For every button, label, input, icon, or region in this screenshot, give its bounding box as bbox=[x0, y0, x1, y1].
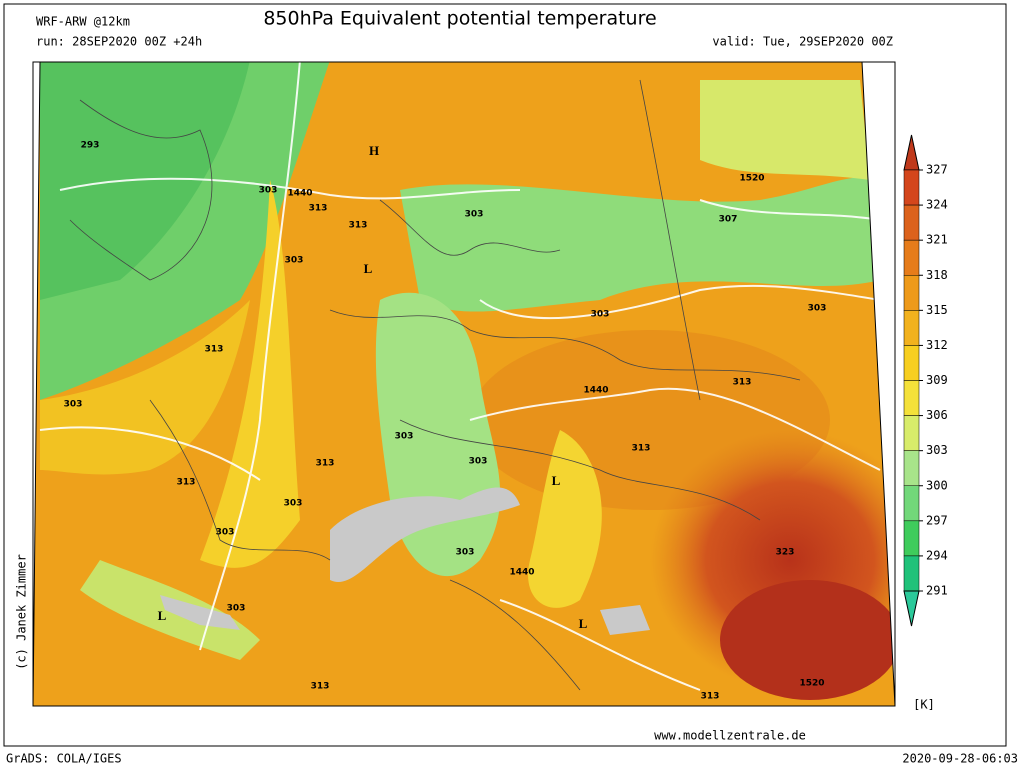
colorbar-label: 300 bbox=[926, 478, 948, 492]
colorbar-band bbox=[903, 239, 920, 276]
colorbar-band bbox=[903, 275, 920, 311]
map-label: 1520 bbox=[739, 174, 764, 184]
map-frame bbox=[32, 61, 896, 707]
site: www.modellzentrale.de bbox=[654, 729, 806, 743]
colorbar-band bbox=[903, 310, 920, 346]
map-label: 303 bbox=[259, 186, 278, 196]
timestamp: 2020-09-28-06:03 bbox=[902, 752, 1018, 766]
colorbar-band bbox=[903, 450, 920, 486]
colorbar-band bbox=[903, 520, 920, 557]
colorbar-label: 297 bbox=[926, 513, 948, 527]
map-label: 1520 bbox=[799, 679, 824, 689]
map-label: 307 bbox=[719, 215, 738, 225]
map-label: 293 bbox=[81, 141, 100, 151]
colorbar-label: 306 bbox=[926, 408, 948, 422]
map-label: 1440 bbox=[509, 568, 534, 578]
map-label: 313 bbox=[733, 378, 752, 388]
map-label: 313 bbox=[701, 692, 720, 702]
model-label: WRF-ARW @12km bbox=[36, 15, 130, 29]
run-label: run: 28SEP2020 00Z +24h bbox=[36, 35, 202, 49]
map bbox=[33, 62, 895, 706]
map-label: 1440 bbox=[287, 189, 312, 199]
colorbar-label: 327 bbox=[926, 163, 948, 177]
colorbar-arrow bbox=[903, 590, 920, 627]
colorbar-band bbox=[903, 169, 920, 206]
map-label: L bbox=[552, 473, 561, 488]
map-label: 313 bbox=[177, 478, 196, 488]
colorbar-label: 324 bbox=[926, 198, 948, 212]
colorbar-band bbox=[903, 415, 920, 451]
map-label: 323 bbox=[776, 548, 795, 558]
map-label: 303 bbox=[227, 604, 246, 614]
colorbar-band bbox=[903, 485, 920, 522]
map-label: 313 bbox=[311, 682, 330, 692]
map-label: H bbox=[369, 143, 379, 158]
colorbar-label: 312 bbox=[926, 338, 948, 352]
outer-frame bbox=[3, 3, 1007, 747]
title: 850hPa Equivalent potential temperature bbox=[263, 8, 656, 30]
map-label: 303 bbox=[216, 528, 235, 538]
map-label: 1440 bbox=[583, 386, 608, 396]
map-label: 313 bbox=[316, 459, 335, 469]
valid-label: valid: Tue, 29SEP2020 00Z bbox=[712, 35, 893, 49]
colorbar-band bbox=[903, 204, 920, 241]
colorbar-label: 303 bbox=[926, 443, 948, 457]
unit: [K] bbox=[913, 698, 935, 712]
map-label: L bbox=[579, 616, 588, 631]
map-label: 313 bbox=[632, 444, 651, 454]
map-label: 303 bbox=[591, 310, 610, 320]
colorbar-label: 318 bbox=[926, 268, 948, 282]
colorbar-band bbox=[903, 555, 920, 592]
map-label: 303 bbox=[456, 548, 475, 558]
map-label: 303 bbox=[285, 256, 304, 266]
colorbar-arrow bbox=[903, 134, 920, 171]
map-label: 313 bbox=[309, 204, 328, 214]
colorbar-band bbox=[903, 380, 920, 416]
colorbar-label: 309 bbox=[926, 373, 948, 387]
map-label: 303 bbox=[64, 400, 83, 410]
colorbar-label: 315 bbox=[926, 303, 948, 317]
colorbar-label: 294 bbox=[926, 548, 948, 562]
software: GrADS: COLA/IGES bbox=[6, 752, 122, 766]
map-label: 303 bbox=[469, 457, 488, 467]
map-label: 303 bbox=[465, 210, 484, 220]
map-label: 313 bbox=[349, 221, 368, 231]
map-label: L bbox=[364, 261, 373, 276]
colorbar-label: 321 bbox=[926, 233, 948, 247]
map-label: 303 bbox=[808, 304, 827, 314]
map-label: L bbox=[158, 608, 167, 623]
map-label: 303 bbox=[284, 499, 303, 509]
map-label: 303 bbox=[395, 432, 414, 442]
author: (c) Janek Zimmer bbox=[15, 554, 29, 670]
colorbar-label: 291 bbox=[926, 584, 948, 598]
map-label: 313 bbox=[205, 345, 224, 355]
colorbar-band bbox=[903, 345, 920, 381]
